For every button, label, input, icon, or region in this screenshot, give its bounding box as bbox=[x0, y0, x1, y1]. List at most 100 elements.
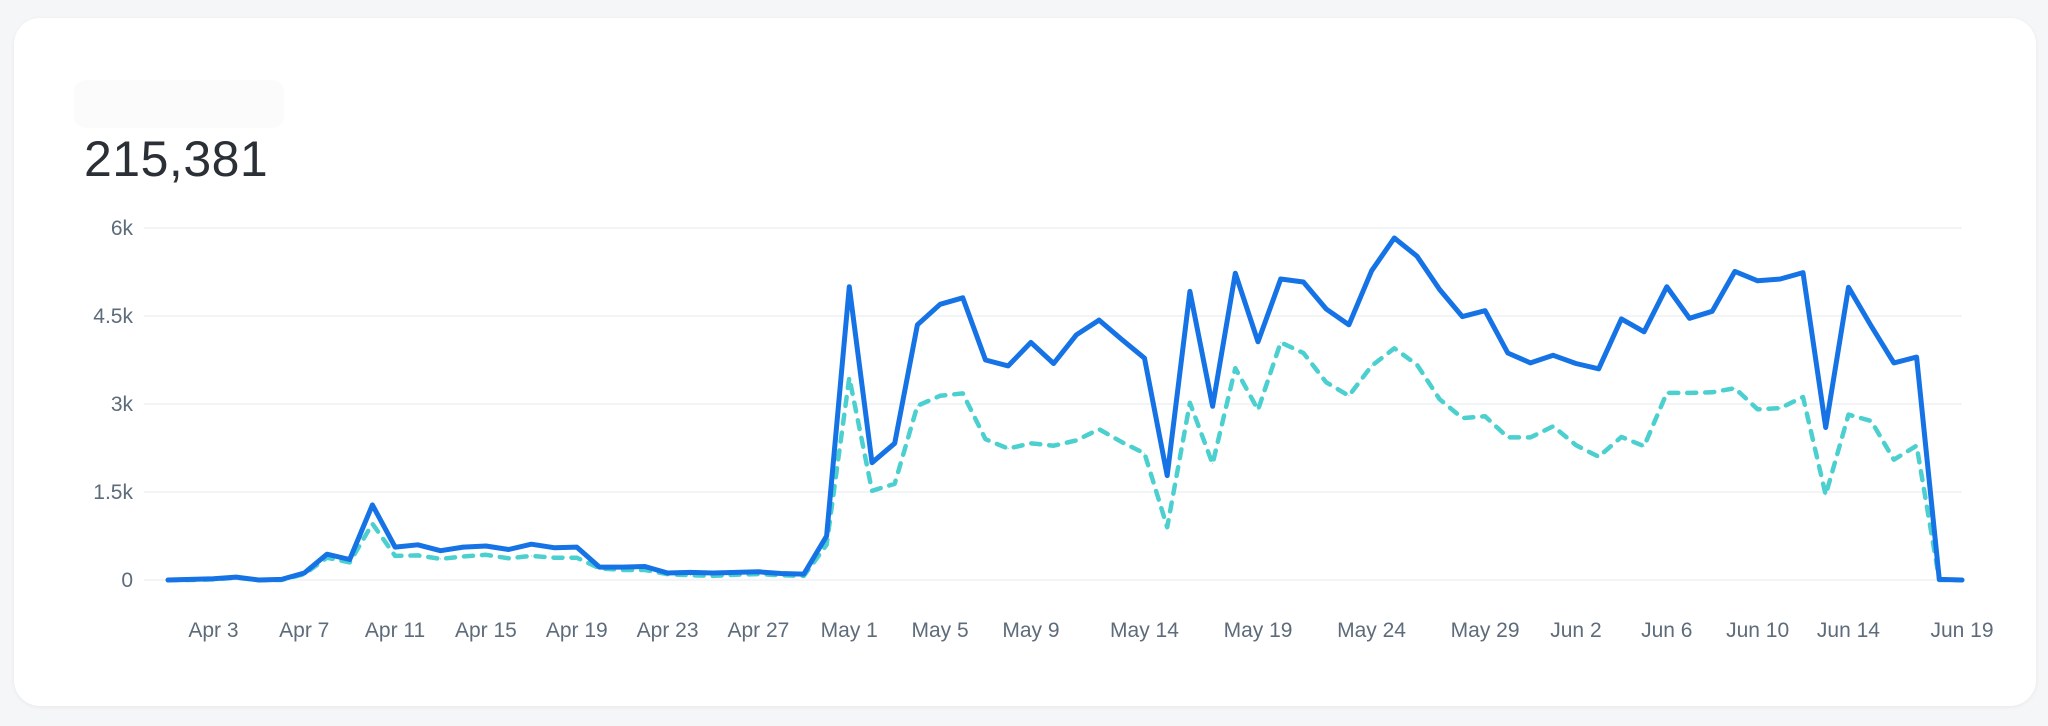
data-point bbox=[1075, 334, 1077, 336]
y-tick-label: 1.5k bbox=[93, 481, 133, 504]
x-axis: Apr 3 Apr 7 Apr 11 Apr 15 Apr 19 Apr 23 Apr 27… bbox=[188, 619, 1993, 642]
data-point bbox=[167, 579, 169, 581]
data-point bbox=[553, 557, 555, 559]
data-point bbox=[1575, 363, 1577, 364]
data-point bbox=[939, 395, 941, 397]
data-point bbox=[349, 559, 351, 560]
data-point bbox=[894, 442, 896, 444]
data-point bbox=[440, 550, 441, 552]
series-line-dashed bbox=[165, 340, 1965, 583]
data-point bbox=[871, 490, 873, 492]
data-point bbox=[1552, 354, 1554, 356]
x-tick-label: Jun 14 bbox=[1817, 619, 1880, 642]
data-point bbox=[485, 545, 487, 547]
data-point bbox=[962, 392, 964, 394]
data-point bbox=[1666, 392, 1668, 394]
data-point bbox=[985, 438, 986, 440]
card-title-placeholder bbox=[74, 80, 284, 128]
data-point bbox=[803, 573, 805, 575]
data-point bbox=[1507, 352, 1509, 354]
data-point bbox=[1848, 414, 1849, 416]
data-point bbox=[712, 572, 714, 574]
x-tick-label: May 5 bbox=[912, 619, 969, 642]
data-point bbox=[235, 576, 237, 578]
data-point bbox=[1144, 357, 1145, 359]
data-point bbox=[1484, 415, 1486, 417]
data-point bbox=[985, 359, 986, 361]
data-point bbox=[190, 578, 192, 580]
x-tick-label: Jun 2 bbox=[1550, 619, 1601, 642]
data-point bbox=[871, 462, 873, 464]
data-point bbox=[644, 566, 646, 567]
data-point bbox=[780, 573, 782, 574]
x-tick-label: Apr 23 bbox=[637, 619, 699, 642]
data-point bbox=[1439, 398, 1441, 400]
data-point bbox=[371, 523, 373, 525]
data-point bbox=[848, 377, 850, 379]
x-tick-label: May 9 bbox=[1002, 619, 1059, 642]
data-point bbox=[1916, 445, 1918, 447]
data-point bbox=[894, 483, 896, 485]
data-point bbox=[1552, 425, 1554, 427]
data-point bbox=[576, 557, 578, 559]
data-point bbox=[1870, 325, 1872, 327]
data-point bbox=[962, 297, 964, 299]
data-point bbox=[1393, 347, 1395, 349]
x-tick-label: Jun 6 bbox=[1641, 619, 1692, 642]
data-point bbox=[417, 554, 419, 556]
data-point bbox=[1802, 272, 1804, 274]
data-point bbox=[644, 569, 646, 571]
data-point bbox=[1053, 445, 1055, 447]
data-point bbox=[1166, 475, 1168, 477]
data-point bbox=[1416, 364, 1418, 366]
x-tick-label: Apr 11 bbox=[365, 619, 425, 642]
data-point bbox=[1007, 448, 1009, 450]
data-point bbox=[1620, 318, 1622, 320]
data-point bbox=[1030, 341, 1032, 343]
x-tick-label: Apr 7 bbox=[279, 619, 329, 642]
data-point bbox=[1620, 436, 1622, 438]
data-point bbox=[689, 574, 691, 576]
data-point bbox=[1598, 368, 1600, 370]
data-point bbox=[1098, 428, 1100, 430]
data-point bbox=[1325, 308, 1327, 310]
data-point bbox=[757, 571, 759, 573]
data-point bbox=[1098, 319, 1100, 321]
data-point bbox=[1371, 270, 1373, 272]
data-point bbox=[462, 556, 464, 557]
data-point bbox=[689, 571, 691, 573]
data-point bbox=[826, 544, 828, 546]
data-point bbox=[1416, 255, 1418, 257]
x-tick-label: May 29 bbox=[1451, 619, 1520, 642]
data-point bbox=[1348, 324, 1350, 326]
data-point bbox=[1848, 286, 1849, 288]
data-point bbox=[1893, 459, 1895, 461]
data-point bbox=[667, 572, 669, 574]
data-point bbox=[530, 543, 532, 545]
data-point bbox=[1280, 278, 1282, 280]
data-point bbox=[508, 549, 510, 550]
data-point bbox=[1302, 352, 1304, 354]
data-point bbox=[1234, 367, 1236, 369]
data-point bbox=[1075, 439, 1077, 441]
x-tick-label: May 24 bbox=[1337, 619, 1406, 642]
x-tick-label: Apr 15 bbox=[455, 619, 517, 642]
data-point bbox=[1371, 365, 1373, 367]
data-point bbox=[508, 557, 510, 559]
data-point bbox=[621, 569, 623, 571]
data-point bbox=[1643, 445, 1645, 447]
data-point bbox=[1734, 387, 1736, 389]
grid-lines bbox=[144, 227, 1962, 581]
data-point bbox=[1779, 407, 1781, 409]
series-line-solid bbox=[165, 235, 1965, 583]
data-point bbox=[1461, 316, 1463, 318]
data-point bbox=[1598, 456, 1600, 458]
data-point bbox=[485, 554, 487, 556]
data-point bbox=[1144, 452, 1145, 454]
data-point bbox=[212, 578, 214, 580]
data-point bbox=[1575, 444, 1577, 446]
data-point bbox=[553, 547, 555, 549]
data-point bbox=[1121, 339, 1123, 340]
data-point bbox=[1484, 310, 1486, 312]
data-point bbox=[1893, 362, 1895, 364]
